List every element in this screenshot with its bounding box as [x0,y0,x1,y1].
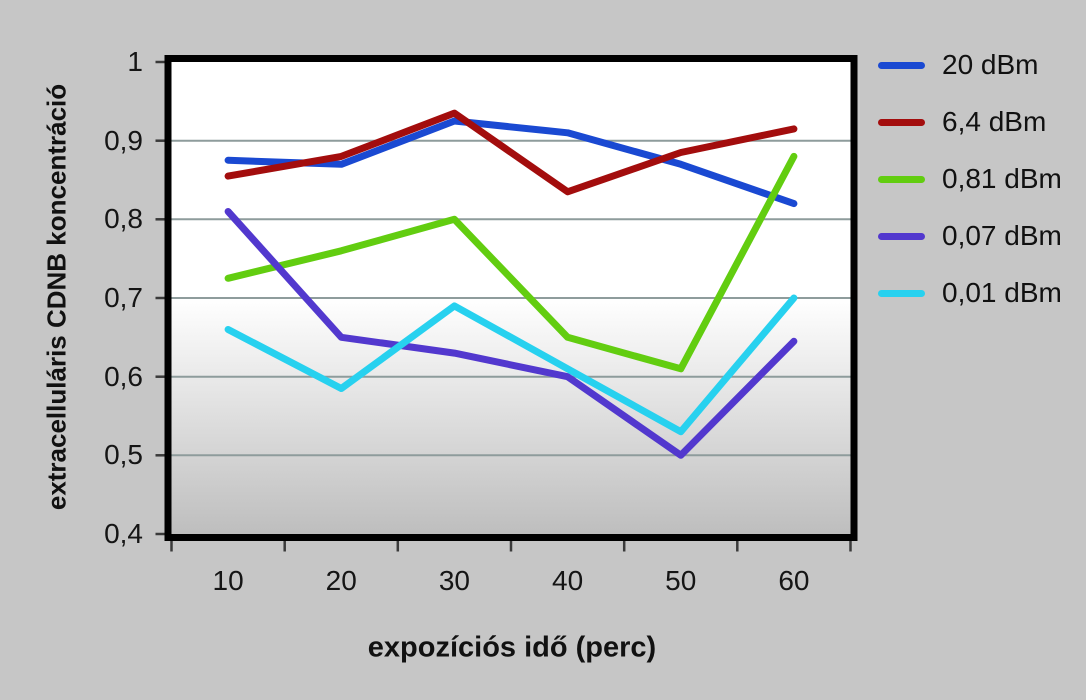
y-tick-label: 0,9 [104,124,143,156]
series-line-20-dbm [224,117,798,208]
x-tick-label: 10 [212,565,244,596]
legend-item-0-01-dbm: 0,01 dBm [878,278,1062,308]
legend-line-swatch [878,118,925,126]
legend-item-20-dbm: 20 dBm [878,50,1062,80]
x-axis-title: expozíciós idő (perc) [367,631,657,664]
x-tick-label: 60 [778,565,810,596]
legend-item-6-4-dbm: 6,4 dBm [878,107,1062,137]
x-tick-label: 50 [665,565,697,596]
legend-label: 20 dBm [942,49,1039,80]
series-line-6-4-dbm [224,109,798,196]
x-tick-label: 30 [438,565,470,596]
y-tick-label: 0,6 [104,360,143,392]
legend-item-0-07-dbm: 0,07 dBm [878,221,1062,251]
y-axis-title: extracelluláris CDNB koncentráció [41,83,72,511]
y-tick-label: 0,5 [104,439,143,471]
series-line-0-81-dbm [224,152,798,373]
series-line-0-07-dbm [224,208,798,459]
legend-label: 0,07 dBm [942,220,1062,251]
y-tick-label: 0,7 [104,282,143,313]
y-tick-label: 1 [127,46,143,77]
y-tick-label: 0,8 [104,203,143,235]
legend-line-swatch [878,175,925,183]
legend-line-swatch [878,61,925,69]
y-tick-label: 0,4 [104,518,143,549]
legend-line-swatch [878,289,925,297]
legend-line-swatch [878,232,925,240]
legend-label: 0,01 dBm [942,277,1062,308]
legend-item-0-81-dbm: 0,81 dBm [878,164,1062,194]
x-tick-label: 40 [552,565,584,596]
legend: 20 dBm 6,4 dBm 0,81 dBm 0,07 dBm 0,01 dBm [878,50,1062,335]
series-line-0-01-dbm [224,294,798,436]
legend-label: 6,4 dBm [942,106,1047,137]
legend-label: 0,81 dBm [942,163,1062,194]
x-tick-label: 20 [325,565,357,596]
